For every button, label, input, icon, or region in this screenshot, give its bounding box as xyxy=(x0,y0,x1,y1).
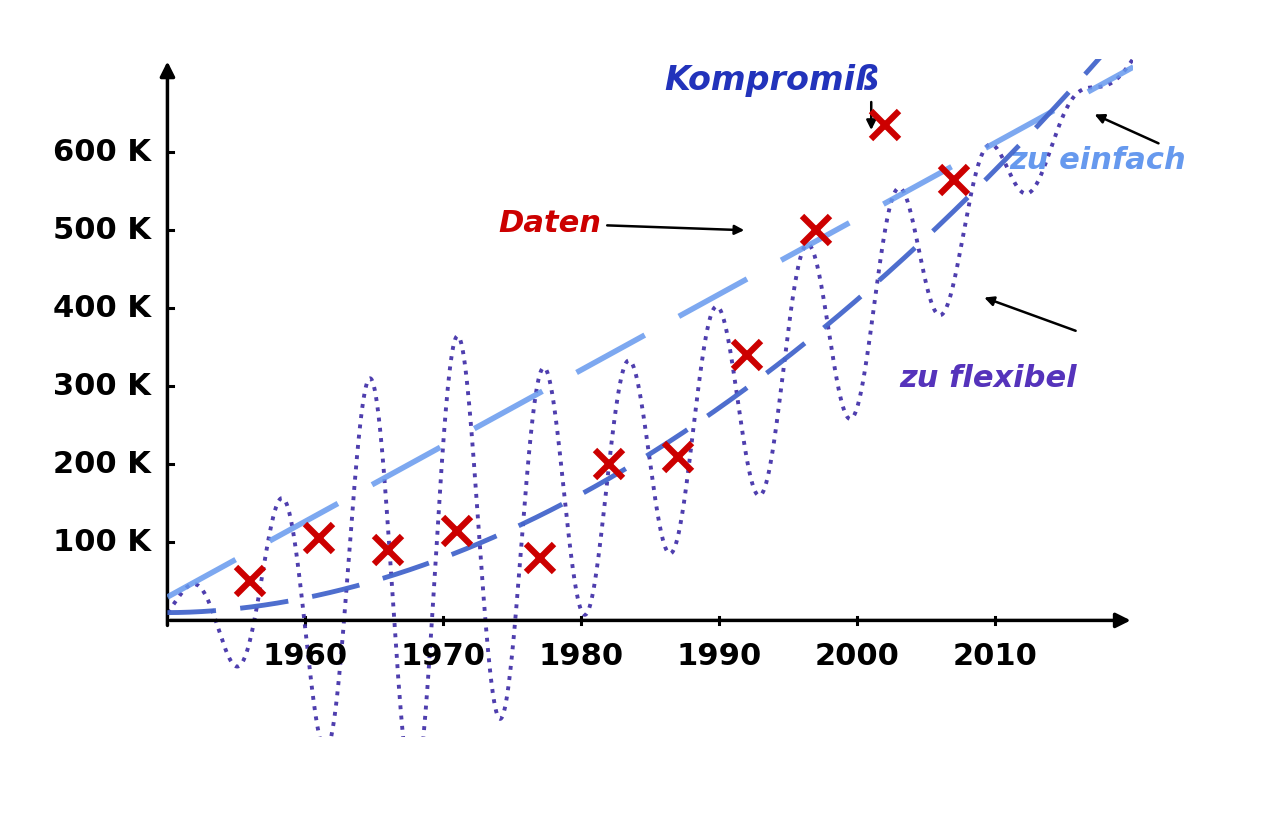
Text: 2010: 2010 xyxy=(953,642,1038,671)
Text: 500 K: 500 K xyxy=(53,216,151,245)
Text: 100 K: 100 K xyxy=(53,528,151,557)
Text: zu einfach: zu einfach xyxy=(1010,146,1186,174)
Text: 1980: 1980 xyxy=(538,642,623,671)
Text: 1990: 1990 xyxy=(676,642,762,671)
Text: zu flexibel: zu flexibel xyxy=(899,364,1077,393)
Text: Daten: Daten xyxy=(498,209,742,238)
Text: 400 K: 400 K xyxy=(53,294,151,323)
Text: 1960: 1960 xyxy=(263,642,348,671)
Text: Kompromiß: Kompromiß xyxy=(665,64,880,97)
Text: 600 K: 600 K xyxy=(53,137,151,167)
Text: 2000: 2000 xyxy=(815,642,900,671)
Text: 1970: 1970 xyxy=(401,642,486,671)
Text: 200 K: 200 K xyxy=(53,450,151,478)
Text: 300 K: 300 K xyxy=(53,372,151,401)
